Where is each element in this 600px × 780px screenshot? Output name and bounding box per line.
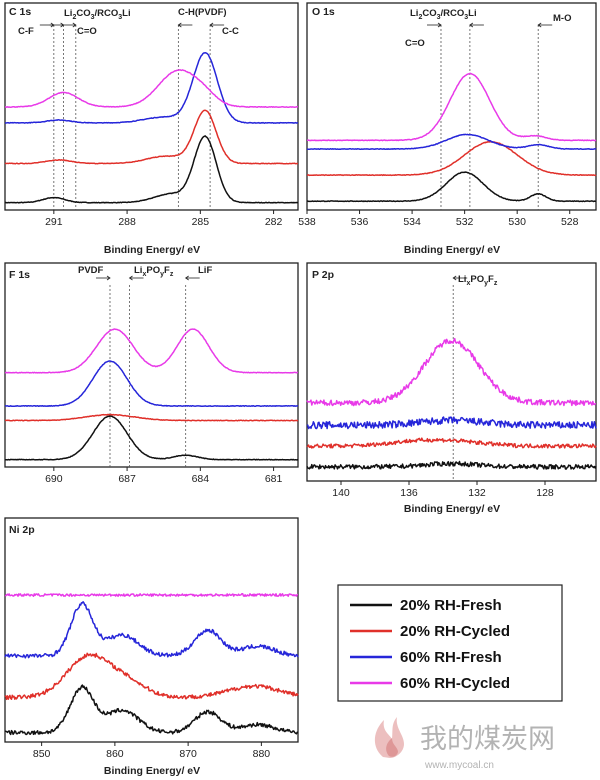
series-line-f1s-1 bbox=[4, 413, 299, 422]
panel-label-c1s: C 1s bbox=[9, 6, 31, 18]
legend-label: 60% RH-Fresh bbox=[400, 649, 502, 666]
ann-p-lipof: LixPOyFz bbox=[458, 274, 498, 287]
panel-label-ni2p: Ni 2p bbox=[9, 524, 35, 536]
series-line-f1s-0 bbox=[4, 415, 299, 461]
series-line-o1s-1 bbox=[307, 140, 597, 177]
legend-label: 20% RH-Fresh bbox=[400, 597, 502, 614]
tick-label: 532 bbox=[456, 216, 474, 228]
ann-c-co: C=O bbox=[77, 26, 97, 37]
panel-label-o1s: O 1s bbox=[312, 6, 335, 18]
annotation-labels: C-F Li2CO3/RCO3Li C=O C-H(PVDF) C-C Li2C… bbox=[18, 7, 571, 287]
ann-f-lif: LiF bbox=[198, 265, 212, 276]
series-line-p2p-3 bbox=[306, 337, 597, 407]
legend-label: 60% RH-Cycled bbox=[400, 675, 510, 692]
tick-label: 136 bbox=[400, 487, 418, 499]
tick-label: 870 bbox=[179, 748, 197, 760]
series-line-ni2p-1 bbox=[4, 652, 299, 701]
watermark-name: 我的煤炭网 bbox=[420, 724, 555, 755]
series-line-ni2p-3 bbox=[4, 593, 298, 597]
panel-frame-o1s bbox=[306, 2, 597, 211]
series-line-p2p-2 bbox=[306, 416, 597, 430]
series-line-f1s-2 bbox=[4, 360, 299, 408]
series-line-o1s-3 bbox=[307, 72, 597, 142]
axis-title-c1s: Binding Energy/ eV bbox=[104, 244, 200, 256]
tick-label: 687 bbox=[118, 473, 136, 485]
tick-label: 690 bbox=[45, 473, 63, 485]
tick-label: 684 bbox=[192, 473, 210, 485]
annotation-arrows bbox=[39, 22, 553, 281]
legend: 20% RH-Fresh 20% RH-Cycled 60% RH-Fresh 60%… bbox=[350, 597, 510, 692]
tick-label: 681 bbox=[265, 473, 283, 485]
tick-label: 291 bbox=[45, 216, 63, 228]
series-line-c1s-0 bbox=[4, 135, 299, 204]
ann-c-cc: C-C bbox=[222, 26, 239, 37]
ann-o-li2co3: Li2CO3/RCO3Li bbox=[410, 8, 477, 21]
tick-label: 140 bbox=[332, 487, 350, 499]
ann-c-cf: C-F bbox=[18, 26, 34, 37]
panel-frame-f1s bbox=[4, 262, 299, 468]
series-line-c1s-3 bbox=[4, 69, 299, 108]
panel-frame-p2p bbox=[306, 262, 597, 482]
axis-ticks: 291 288 285 282 538 536 534 532 530 528 690 687 684 6… bbox=[33, 210, 579, 760]
tick-label: 128 bbox=[536, 487, 554, 499]
arrowhead bbox=[106, 275, 111, 281]
ann-c-chpvdf: C-H(PVDF) bbox=[178, 7, 227, 18]
tick-label: 285 bbox=[192, 216, 210, 228]
panel-frame-c1s bbox=[4, 2, 299, 211]
arrowhead bbox=[537, 22, 542, 28]
arrowhead bbox=[128, 275, 133, 281]
arrowhead bbox=[469, 22, 474, 28]
series-line-p2p-0 bbox=[306, 460, 597, 470]
axis-title-p2p: Binding Energy/ eV bbox=[404, 503, 500, 515]
series-line-c1s-1 bbox=[4, 109, 299, 165]
tick-label: 850 bbox=[33, 748, 51, 760]
series-line-ni2p-2 bbox=[4, 601, 299, 659]
series-line-o1s-2 bbox=[306, 133, 597, 151]
arrowhead bbox=[177, 22, 182, 28]
series-line-f1s-3 bbox=[4, 328, 299, 374]
series-line-o1s-0 bbox=[307, 171, 596, 203]
arrowhead bbox=[184, 275, 189, 281]
series-line-ni2p-0 bbox=[4, 684, 298, 736]
panel-frame-ni2p bbox=[4, 517, 299, 743]
tick-label: 288 bbox=[118, 216, 136, 228]
tick-label: 528 bbox=[561, 216, 579, 228]
ann-f-lipof: LixPOyFz bbox=[134, 265, 174, 278]
series-traces bbox=[4, 51, 597, 736]
arrowhead bbox=[437, 22, 442, 28]
ann-o-mo: M-O bbox=[553, 13, 571, 24]
tick-label: 538 bbox=[298, 216, 316, 228]
series-line-p2p-1 bbox=[306, 437, 597, 449]
arrowhead bbox=[209, 22, 214, 28]
tick-label: 536 bbox=[351, 216, 369, 228]
axis-title-o1s: Binding Energy/ eV bbox=[404, 244, 500, 256]
tick-label: 860 bbox=[106, 748, 124, 760]
ann-c-li2co3: Li2CO3/RCO3Li bbox=[64, 8, 131, 21]
ann-o-co: C=O bbox=[405, 38, 425, 49]
flame-logo-icon bbox=[374, 717, 404, 758]
ann-f-pvdf: PVDF bbox=[78, 265, 104, 276]
tick-label: 282 bbox=[265, 216, 283, 228]
legend-label: 20% RH-Cycled bbox=[400, 623, 510, 640]
arrowhead bbox=[72, 22, 77, 28]
tick-label: 530 bbox=[508, 216, 526, 228]
tick-label: 880 bbox=[253, 748, 271, 760]
arrowhead bbox=[452, 275, 457, 281]
watermark: 我的煤炭网 www.mycoal.cn bbox=[374, 717, 555, 771]
watermark-url: www.mycoal.cn bbox=[424, 760, 494, 771]
tick-label: 132 bbox=[468, 487, 486, 499]
panel-label-p2p: P 2p bbox=[312, 269, 334, 281]
panel-label-f1s: F 1s bbox=[9, 269, 30, 281]
axis-title-ni2p: Binding Energy/ eV bbox=[104, 765, 200, 777]
tick-label: 534 bbox=[403, 216, 421, 228]
series-line-c1s-2 bbox=[4, 51, 299, 124]
